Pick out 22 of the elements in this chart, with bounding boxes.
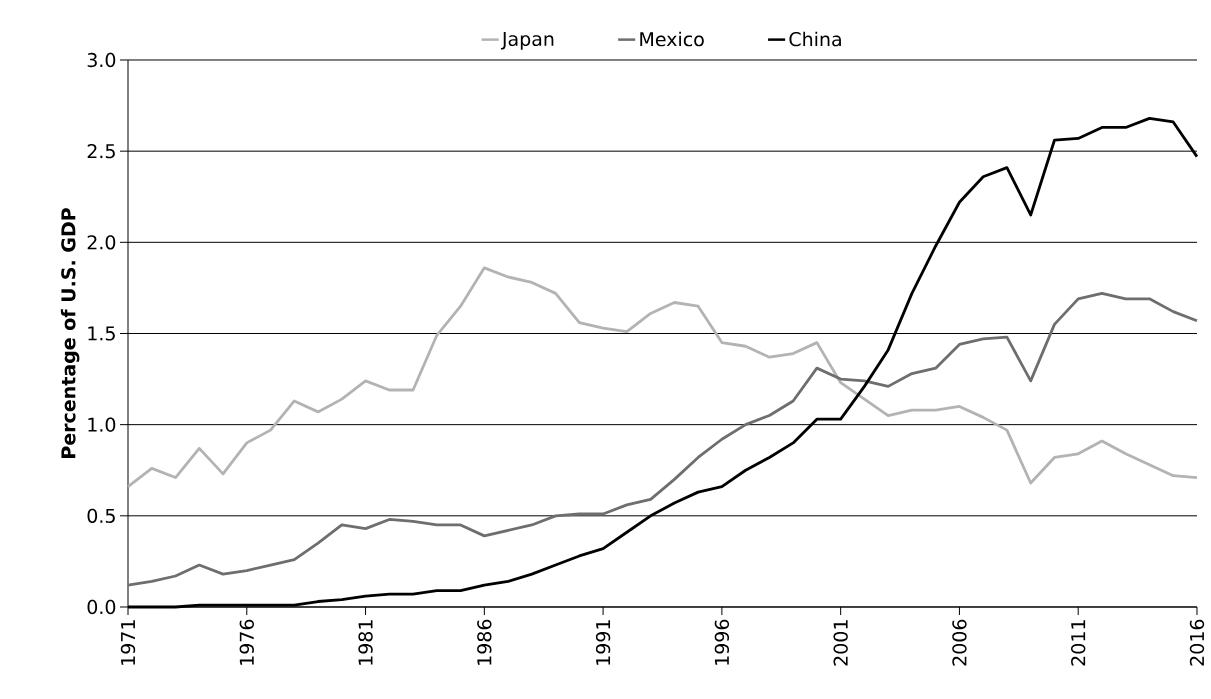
x-tick-label: 2006	[952, 619, 967, 666]
y-tick-label: 3.0	[87, 52, 116, 68]
legend-label: Mexico	[640, 31, 704, 47]
line-series	[126, 266, 1199, 489]
y-tick-label: 2.5	[87, 143, 115, 159]
x-tick-label: 1976	[239, 619, 254, 665]
x-tick-label: 2001	[833, 620, 848, 666]
x-tick-label: 2011	[1071, 620, 1086, 666]
x-tick-label: 1971	[120, 620, 136, 665]
x-tick-label: 1986	[477, 619, 492, 665]
y-tick-label: 1.5	[88, 326, 115, 341]
x-tick-label: 1981	[358, 620, 373, 665]
x-tick-label: 2016	[1189, 619, 1205, 666]
y-tick-label: 1.0	[88, 417, 116, 432]
x-tick-label: 1991	[595, 620, 611, 665]
y-tick-label: 0.0	[87, 599, 116, 615]
legend-label: China	[789, 31, 841, 47]
y-tick-label: 0.5	[87, 508, 115, 523]
y-tick-label: 2.0	[87, 235, 116, 250]
legend-label: Japan	[500, 31, 554, 50]
y-axis-title: Percentage of U.S. GDP	[60, 208, 80, 458]
x-tick-label: 1996	[714, 619, 730, 665]
